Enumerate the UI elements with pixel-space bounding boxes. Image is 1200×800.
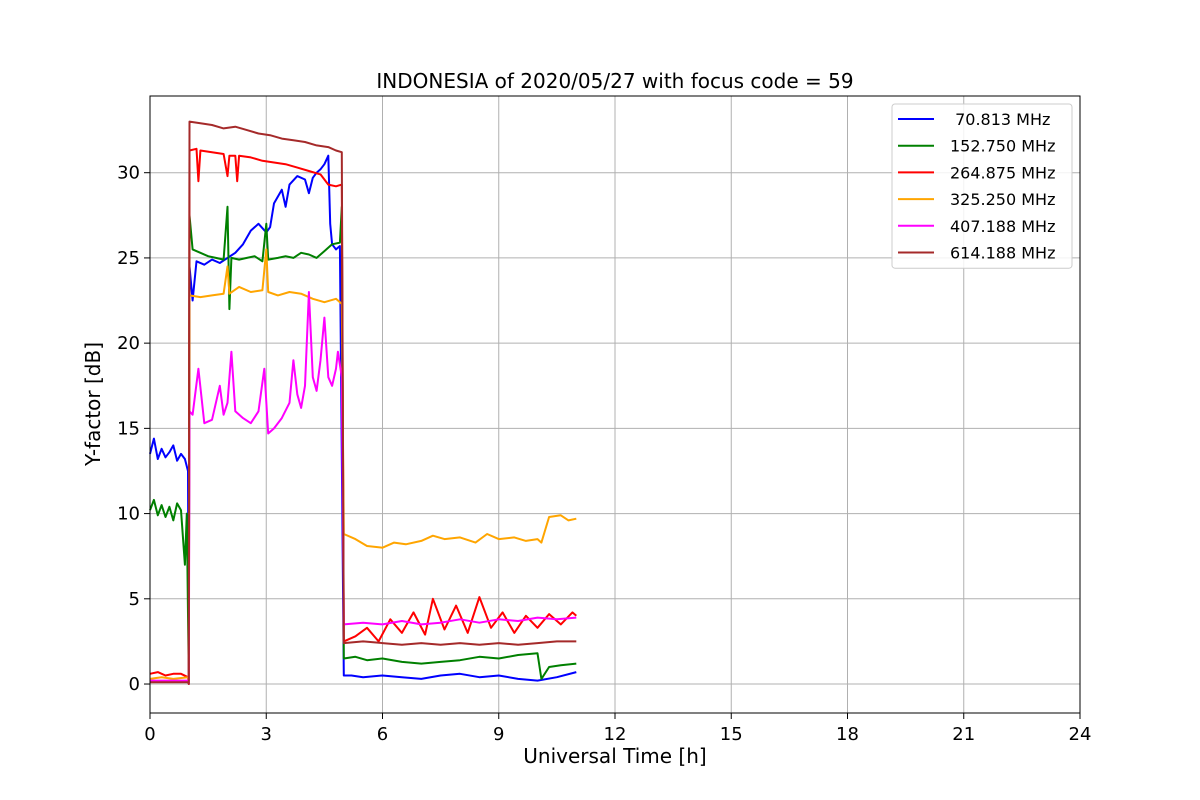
y-tick-label: 20 bbox=[117, 333, 140, 354]
x-tick-label: 9 bbox=[493, 724, 504, 745]
series-line-1 bbox=[149, 205, 577, 682]
x-axis-label: Universal Time [h] bbox=[523, 744, 706, 768]
x-axis: 0 3 6 9 12 15 18 21 24 bbox=[144, 713, 1091, 745]
series-lines bbox=[149, 120, 577, 685]
x-tick-label: 21 bbox=[952, 724, 975, 745]
legend-label-4: 407.188 MHz bbox=[950, 217, 1055, 236]
x-tick-label: 12 bbox=[604, 724, 627, 745]
chart-title: INDONESIA of 2020/05/27 with focus code … bbox=[376, 69, 853, 93]
y-tick-label: 0 bbox=[129, 674, 140, 695]
legend-label-1: 152.750 MHz bbox=[950, 137, 1055, 156]
y-tick-label: 15 bbox=[117, 418, 140, 439]
x-tick-label: 0 bbox=[144, 724, 155, 745]
y-tick-label: 5 bbox=[129, 589, 140, 610]
x-tick-label: 3 bbox=[261, 724, 272, 745]
legend-label-0: 70.813 MHz bbox=[950, 110, 1050, 129]
series-line-0 bbox=[149, 154, 577, 682]
y-axis-label: Y-factor [dB] bbox=[81, 342, 105, 467]
x-tick-label: 6 bbox=[377, 724, 388, 745]
legend: 70.813 MHz 152.750 MHz 264.875 MHz 325.250 … bbox=[891, 103, 1073, 269]
x-tick-label: 15 bbox=[720, 724, 743, 745]
series-line-2 bbox=[149, 147, 577, 685]
y-tick-label: 30 bbox=[117, 163, 140, 184]
series-line-5 bbox=[150, 120, 577, 685]
legend-label-3: 325.250 MHz bbox=[950, 190, 1055, 209]
y-tick-label: 10 bbox=[117, 504, 140, 525]
y-axis: 0 5 10 15 20 25 30 bbox=[117, 163, 150, 695]
x-tick-label: 18 bbox=[836, 724, 859, 745]
x-tick-label: 24 bbox=[1069, 724, 1092, 745]
y-tick-label: 25 bbox=[117, 248, 140, 269]
legend-label-5: 614.188 MHz bbox=[950, 244, 1055, 263]
legend-label-2: 264.875 MHz bbox=[950, 163, 1055, 182]
series-line-4 bbox=[150, 291, 577, 685]
legend-box bbox=[891, 103, 1073, 269]
grid bbox=[149, 96, 1081, 713]
series-line-3 bbox=[149, 248, 577, 685]
